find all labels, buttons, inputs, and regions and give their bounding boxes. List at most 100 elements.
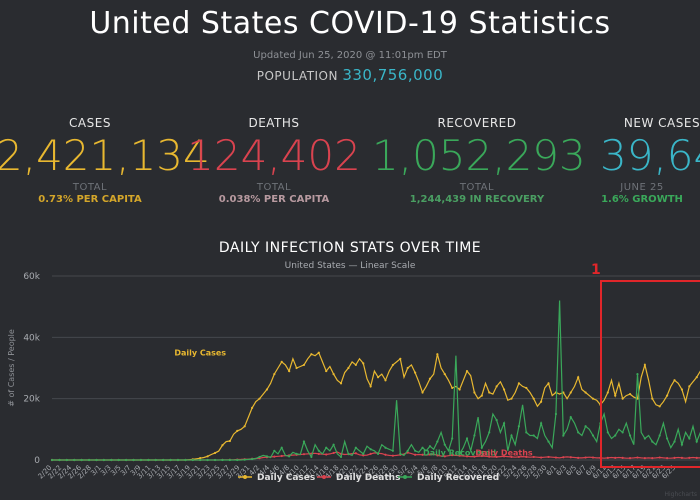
data-point (428, 445, 432, 448)
data-point (347, 452, 350, 455)
chart-title: DAILY INFECTION STATS OVER TIME (219, 240, 481, 256)
legend-item: Daily Cases (257, 473, 315, 483)
stat-label: CASES (69, 116, 111, 130)
data-point (651, 457, 654, 460)
data-point (236, 458, 239, 462)
data-point (458, 452, 461, 455)
data-point (488, 431, 491, 434)
data-point (384, 446, 387, 449)
data-point (665, 394, 669, 397)
y-tick-label: 40k (23, 333, 40, 343)
data-point (213, 451, 217, 455)
series-label: Daily Cases (174, 349, 226, 358)
data-point (369, 452, 372, 455)
data-point (569, 391, 572, 394)
data-point (325, 369, 328, 373)
data-point (540, 400, 543, 403)
data-point (591, 397, 595, 400)
data-point (569, 415, 572, 419)
data-point (169, 458, 172, 462)
data-point (310, 353, 313, 356)
data-point (525, 431, 528, 434)
data-point (243, 458, 246, 461)
data-point (680, 456, 684, 459)
data-point (206, 455, 209, 458)
data-point (65, 458, 68, 462)
stat-label: DEATHS (248, 116, 300, 130)
data-point (628, 457, 632, 460)
data-point (206, 458, 209, 462)
data-point (376, 452, 380, 455)
data-point (480, 446, 483, 449)
data-point (510, 434, 513, 437)
data-point (295, 452, 298, 455)
data-point (584, 456, 587, 459)
legend-marker (322, 475, 326, 479)
data-point (265, 455, 269, 458)
data-point (465, 437, 469, 440)
series-line-daily-recovered (52, 300, 700, 461)
data-point (191, 458, 194, 462)
population-line: POPULATION 330,756,000 (0, 66, 700, 84)
data-point (562, 391, 565, 394)
data-point (458, 388, 461, 391)
data-point (517, 425, 520, 428)
data-point (673, 456, 676, 459)
data-point (391, 454, 394, 457)
data-point (87, 458, 91, 462)
data-point (250, 406, 254, 409)
data-point (443, 373, 446, 376)
data-point (636, 397, 639, 400)
data-point (480, 394, 483, 397)
data-point (532, 434, 535, 437)
page-title: United States COVID-19 Statistics (89, 6, 611, 41)
data-point (428, 453, 432, 456)
data-point (451, 453, 454, 457)
data-point (458, 454, 461, 457)
y-tick-label: 0 (34, 456, 40, 466)
data-point (317, 449, 320, 452)
data-point (584, 425, 587, 428)
legend-marker (243, 475, 247, 479)
data-point (58, 458, 61, 462)
data-point (280, 446, 283, 449)
data-point (414, 449, 417, 452)
data-point (421, 446, 424, 449)
data-point (443, 443, 446, 446)
data-point (406, 449, 409, 452)
data-point (265, 388, 269, 391)
data-point (391, 449, 394, 452)
data-point (302, 453, 306, 456)
data-point (591, 456, 595, 459)
y-tick-label: 20k (23, 395, 40, 405)
data-point (643, 457, 646, 460)
data-point (465, 455, 469, 458)
stat-label: NEW CASES (623, 116, 700, 130)
data-point (621, 431, 624, 434)
series-line-daily-cases (52, 351, 700, 461)
data-point (339, 455, 343, 459)
data-point (50, 458, 54, 462)
data-point (73, 458, 76, 462)
data-point (451, 386, 454, 390)
data-point (421, 391, 424, 394)
data-point (436, 440, 439, 443)
data-point (532, 455, 535, 459)
stat-value: 39,64 (600, 131, 700, 180)
stat-sub: TOTAL (256, 182, 292, 193)
stat-value: 124,402 (187, 131, 361, 180)
data-point (473, 391, 476, 394)
data-point (636, 373, 639, 376)
data-point (295, 366, 298, 370)
data-point (325, 453, 328, 456)
y-tick-label: 60k (23, 272, 40, 282)
data-point (250, 457, 254, 461)
stat-sub: TOTAL (72, 182, 108, 193)
data-point (480, 454, 483, 458)
data-point (473, 434, 476, 437)
data-point (636, 456, 639, 459)
data-point (280, 360, 283, 363)
data-point (591, 434, 595, 437)
data-point (658, 434, 661, 437)
data-point (547, 382, 550, 385)
